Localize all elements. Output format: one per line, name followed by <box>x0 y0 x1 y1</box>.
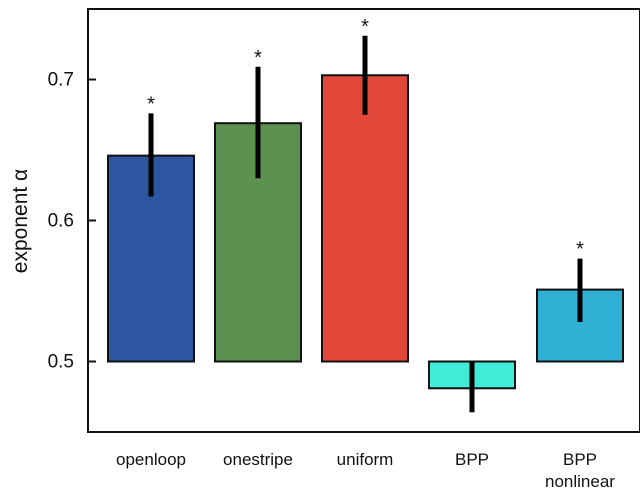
x-tick-label-1: onestripe <box>223 450 293 469</box>
error-bars <box>148 35 583 413</box>
significance-markers: * * * * <box>147 16 584 261</box>
y-axis-label: exponent α <box>9 169 32 273</box>
bar-2 <box>321 74 409 363</box>
significance-star-1: * <box>254 47 262 69</box>
x-axis-labels: openloop onestripe uniform BPP BPP nonlinear <box>116 450 615 491</box>
significance-star-2: * <box>361 16 369 38</box>
x-tick-label-4: BPP <box>563 450 597 469</box>
x-tick-label-3: BPP <box>455 450 489 469</box>
x-tick-label-4-line2: nonlinear <box>545 472 615 491</box>
significance-star-0: * <box>147 93 155 115</box>
y-axis: 0.5 0.6 0.7 <box>48 70 96 373</box>
y-tick-label: 0.5 <box>48 352 74 373</box>
bars <box>107 74 624 390</box>
x-tick-label-0: openloop <box>116 450 186 469</box>
y-tick-label: 0.7 <box>48 70 74 91</box>
x-tick-label-2: uniform <box>337 450 394 469</box>
y-tick-label: 0.6 <box>48 211 74 232</box>
significance-star-4: * <box>576 239 584 261</box>
